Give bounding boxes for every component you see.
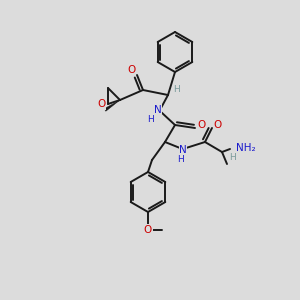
Text: N: N (179, 145, 187, 155)
Text: H: H (229, 152, 236, 161)
Polygon shape (104, 100, 120, 111)
Text: O: O (214, 120, 222, 130)
Text: O: O (144, 225, 152, 235)
Text: H: H (174, 85, 180, 94)
Text: N: N (154, 105, 162, 115)
Text: NH₂: NH₂ (236, 143, 256, 153)
Text: O: O (97, 99, 105, 109)
Text: O: O (197, 120, 205, 130)
Text: H: H (147, 115, 153, 124)
Text: H: H (178, 154, 184, 164)
Text: O: O (127, 65, 135, 75)
